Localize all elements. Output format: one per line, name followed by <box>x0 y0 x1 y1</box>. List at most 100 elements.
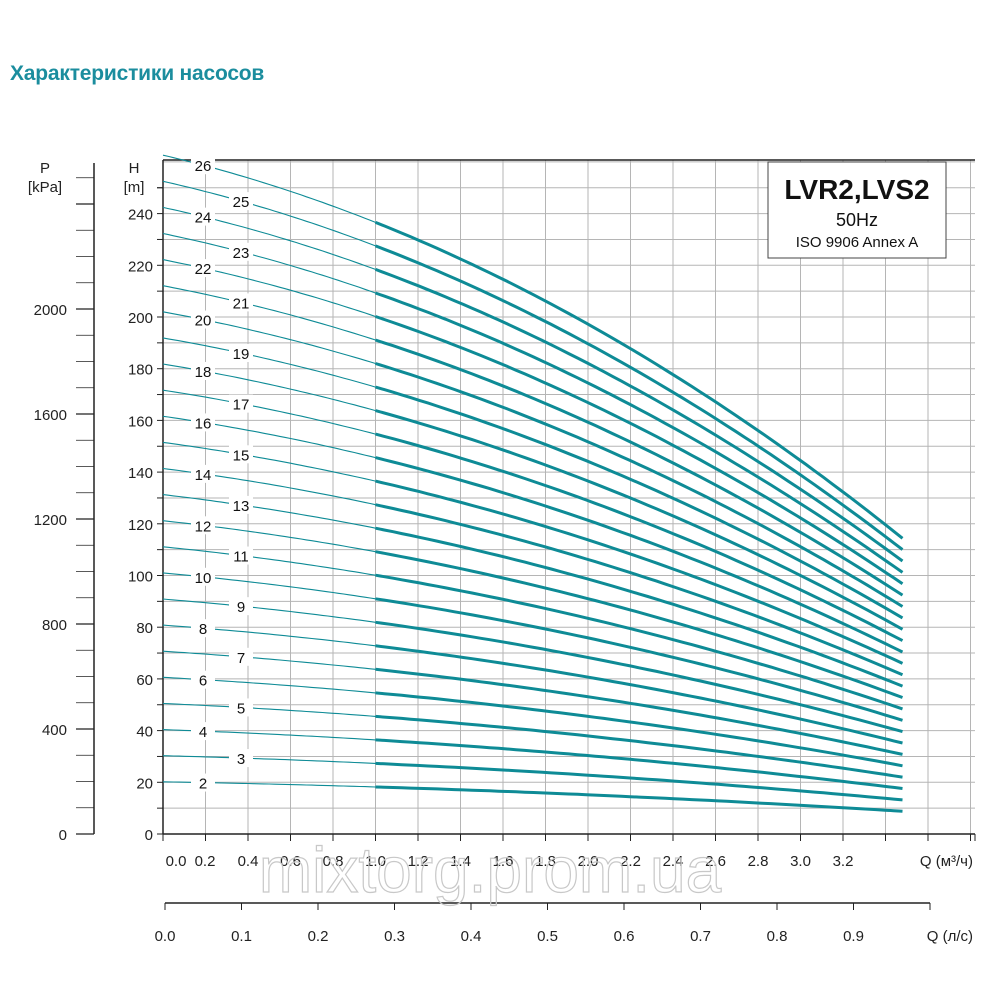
stage-label-bg <box>191 207 215 226</box>
curve-11-stages-thin <box>162 546 376 576</box>
watermark: mixtorg.prom.ua <box>259 834 722 906</box>
curve-9-stages-thin <box>162 598 376 623</box>
stage-label: 19 <box>233 346 250 363</box>
stage-label: 23 <box>233 245 250 262</box>
q-axis-tick-label: 2.0 <box>578 853 599 870</box>
curve-12-stages <box>375 550 904 699</box>
stage-label: 11 <box>233 549 249 566</box>
h-axis-unit: [m] <box>124 179 145 196</box>
p-axis-tick-label: 1600 <box>34 407 67 424</box>
curve-6-stages <box>375 691 903 768</box>
stage-label: 20 <box>195 313 212 330</box>
stage-label-bg <box>191 722 215 741</box>
stage-label: 17 <box>233 397 250 414</box>
stage-label-bg <box>191 516 215 535</box>
curve-16-stages <box>375 456 904 654</box>
qls-axis-tick-label: 0.8 <box>767 928 788 945</box>
curve-4-stages <box>375 738 903 790</box>
stage-label-bg <box>229 495 253 514</box>
q-axis-tick-label: 2.8 <box>748 853 769 870</box>
stage-label-bg <box>191 413 215 432</box>
h-axis-tick-label: 40 <box>136 724 153 741</box>
stage-label-bg <box>229 445 253 464</box>
q-axis-tick-label: 0.2 <box>195 853 216 870</box>
stage-labels: 2345678910111213141516171819202122232425… <box>191 156 253 793</box>
stage-label: 9 <box>237 599 245 616</box>
stage-label-bg <box>191 619 215 638</box>
legend-model: LVR2,LVS2 <box>784 174 929 205</box>
h-axis-tick-label: 120 <box>128 517 153 534</box>
p-axis-tick-label: 2000 <box>34 302 67 319</box>
h-axis-tick-label: 80 <box>136 620 153 637</box>
q-axis-tick-label: 3.0 <box>790 853 811 870</box>
h-axis-tick-label: 100 <box>128 569 153 586</box>
q-axis-tick-label: 0.4 <box>238 853 259 870</box>
h-axis-tick-label: 240 <box>128 207 153 224</box>
stage-label: 16 <box>195 415 212 432</box>
stage-label: 24 <box>195 210 212 227</box>
q-axis-tick-label: 1.2 <box>408 853 429 870</box>
stage-label: 15 <box>233 447 250 464</box>
q-axis-title: Q (м³/ч) <box>920 853 973 870</box>
curve-23-stages <box>375 291 904 574</box>
qls-axis-tick-label: 0.6 <box>614 928 635 945</box>
curve-23-stages-thin <box>162 232 376 294</box>
curve-7-stages <box>375 667 903 756</box>
curve-9-stages <box>375 620 903 734</box>
qls-axis-tick-label: 0.9 <box>843 928 864 945</box>
curve-25-stages-thin <box>162 180 376 247</box>
curve-19-stages-thin <box>162 337 376 388</box>
q-axis-tick-label: 1.6 <box>493 853 514 870</box>
p-axis-tick-label: 0 <box>59 827 67 844</box>
curve-3-stages-thin <box>162 755 376 764</box>
stage-label: 3 <box>237 751 245 768</box>
qls-axis-tick-label: 0.5 <box>537 928 558 945</box>
curve-13-stages-thin <box>162 494 376 529</box>
q-axis-tick-label: 2.4 <box>663 853 684 870</box>
stage-label: 6 <box>199 673 207 690</box>
legend-frequency: 50Hz <box>836 210 878 230</box>
h-axis-tick-label: 200 <box>128 310 153 327</box>
h-axis-tick-label: 140 <box>128 465 153 482</box>
stage-label: 18 <box>195 364 212 381</box>
curve-26-stages <box>374 221 904 540</box>
stage-label-bg <box>191 361 215 380</box>
q-axis-tick-label: 1.4 <box>450 853 471 870</box>
curve-2-stages <box>375 785 903 813</box>
curve-22-stages <box>375 315 904 586</box>
axes: 0.0 0.2 0.4 0.6 0.8 1.0 1.2 1.4 1.6 1.8 2.0 2.2 2.4 2… <box>28 159 976 945</box>
curve-8-stages <box>375 644 903 745</box>
stage-label-bg <box>229 344 253 363</box>
curve-24-stages <box>374 267 904 563</box>
stage-label: 7 <box>237 650 245 667</box>
curve-3-stages <box>375 761 903 802</box>
p-axis-title: P <box>40 160 50 177</box>
stage-label: 2 <box>199 776 207 793</box>
q-axis-tick-label: 2.2 <box>620 853 641 870</box>
q-axis-tick-label: 1.8 <box>535 853 556 870</box>
curve-19-stages <box>375 385 904 620</box>
stage-label: 14 <box>195 467 212 484</box>
qls-axis-tick-label: 0.1 <box>231 928 252 945</box>
curve-11-stages <box>375 573 903 711</box>
qls-axis-tick-label: 0.4 <box>461 928 482 945</box>
curve-10-stages <box>375 597 903 722</box>
stage-label: 21 <box>233 295 250 312</box>
stage-label: 4 <box>199 724 207 741</box>
h-axis-tick-label: 180 <box>128 362 153 379</box>
stage-label: 8 <box>199 621 207 638</box>
stage-label-bg <box>191 310 215 329</box>
curve-14-stages <box>375 503 904 677</box>
q-axis-tick-label: 0.6 <box>280 853 301 870</box>
stage-label: 13 <box>233 498 250 515</box>
h-axis-tick-label: 20 <box>136 775 153 792</box>
qls-axis-tick-label: 0.3 <box>384 928 405 945</box>
qls-axis-title: Q (л/с) <box>927 928 973 945</box>
stage-label-bg <box>229 647 253 666</box>
h-axis-tick-label: 160 <box>128 413 153 430</box>
q-axis-tick-label: 2.6 <box>705 853 726 870</box>
qls-axis-tick-label: 0.0 <box>155 928 176 945</box>
curve-15-stages-thin <box>162 441 376 482</box>
stage-label: 10 <box>195 570 212 587</box>
